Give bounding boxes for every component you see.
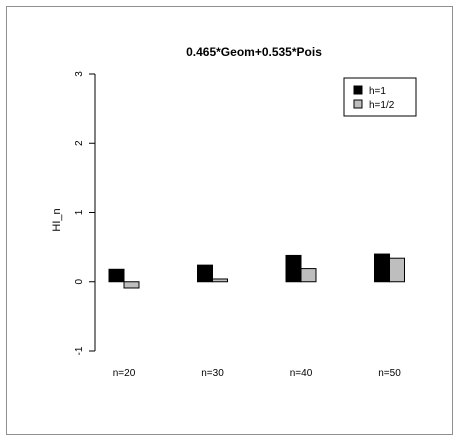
plot-frame: 0.465*Geom+0.535*Pois HI_n -1 0 1 2 3 n=20 n=… xyxy=(6,6,453,435)
bar-h1-n=50 xyxy=(374,253,390,283)
y-axis: -1 0 1 2 3 xyxy=(74,71,96,355)
y-tick-label: 2 xyxy=(74,140,85,146)
legend-swatch-h-half xyxy=(353,99,363,109)
legend: h=1 h=1/2 xyxy=(343,77,417,117)
bar-h-half-n=30 xyxy=(212,278,228,283)
bar-h1-n=20 xyxy=(108,268,125,283)
bar-h-half-n=40 xyxy=(300,268,317,283)
legend-box xyxy=(343,77,417,117)
bar-h-half-n=20 xyxy=(123,281,140,289)
x-tick-label: n=30 xyxy=(201,368,224,379)
x-axis-labels: n=20 n=30 n=40 n=50 xyxy=(113,368,401,379)
y-axis-label: HI_n xyxy=(51,208,63,231)
bar-h1-n=30 xyxy=(197,264,213,283)
legend-swatch-h1 xyxy=(353,85,363,95)
y-tick-label: -1 xyxy=(74,346,85,355)
x-tick-label: n=40 xyxy=(290,368,313,379)
chart-title: 0.465*Geom+0.535*Pois xyxy=(186,45,322,59)
legend-label-h-half: h=1/2 xyxy=(369,100,395,111)
bar-h-half-n=50 xyxy=(389,257,405,283)
bars xyxy=(108,253,405,289)
x-tick-label: n=50 xyxy=(378,368,401,379)
y-tick-label: 1 xyxy=(74,209,85,215)
x-tick-label: n=20 xyxy=(113,368,136,379)
bar-h1-n=40 xyxy=(285,254,302,283)
y-tick-label: 3 xyxy=(74,71,85,77)
y-tick-label: 0 xyxy=(74,279,85,285)
legend-label-h1: h=1 xyxy=(369,86,386,97)
